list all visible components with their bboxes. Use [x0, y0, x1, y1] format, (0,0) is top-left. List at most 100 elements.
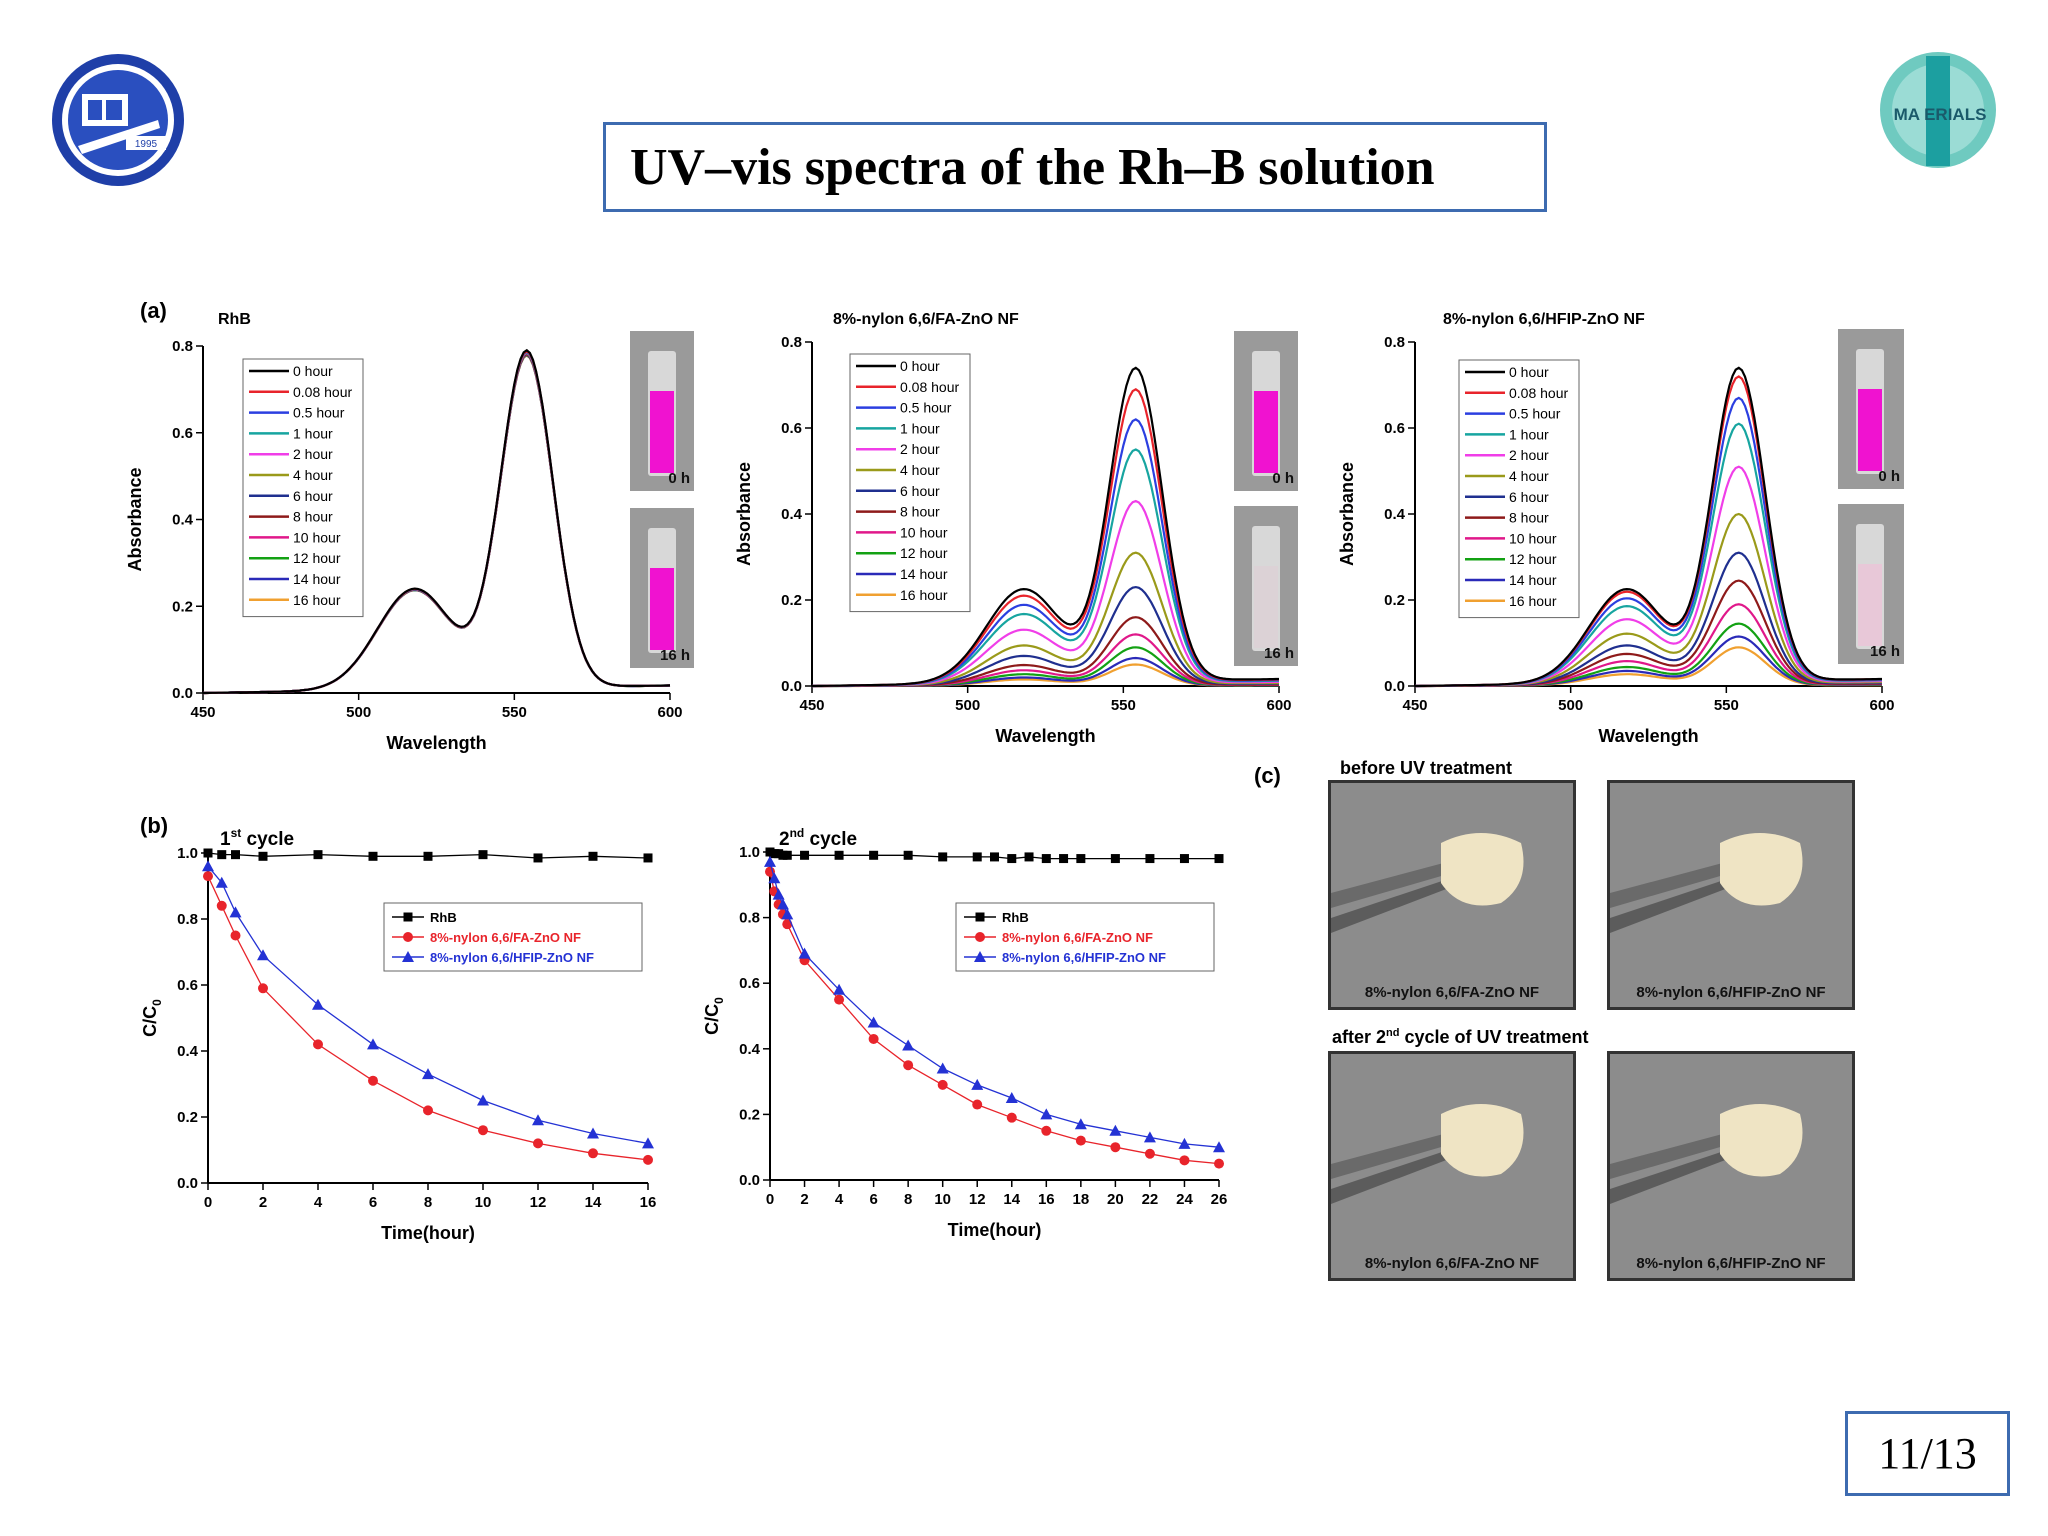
data-point — [230, 930, 241, 941]
data-point — [1041, 854, 1051, 864]
legend-entry: 16 hour — [1509, 593, 1557, 609]
x-axis-label: Wavelength — [1598, 726, 1698, 746]
y-tick-label: 0.4 — [1384, 506, 1406, 523]
legend-box — [242, 358, 364, 618]
vial-label: 16 h — [1869, 643, 1900, 660]
data-point — [990, 852, 999, 862]
membrane-photo-hfip-after: 8%-nylon 6,6/HFIP-ZnO NF — [1607, 1051, 1855, 1281]
legend-entry: 0.08 hour — [1509, 385, 1568, 401]
legend-entry: 4 hour — [900, 462, 940, 478]
x-tick-label: 600 — [1266, 697, 1291, 714]
x-tick-label: 20 — [1107, 1191, 1124, 1208]
y-axis-label: Absorbance — [734, 462, 754, 566]
data-point — [533, 853, 543, 863]
data-point — [312, 998, 324, 1010]
data-point — [313, 850, 323, 860]
data-point — [1007, 854, 1017, 864]
legend-entry: 0.08 hour — [293, 384, 352, 400]
x-axis-label: Time(hour) — [381, 1223, 475, 1243]
data-point — [781, 908, 794, 920]
data-point — [643, 853, 653, 863]
data-point — [1178, 1137, 1191, 1149]
data-point — [782, 919, 793, 930]
legend-entry: 12 hour — [293, 550, 341, 566]
y-tick-label: 0.6 — [781, 420, 802, 437]
data-point — [798, 947, 811, 959]
legend-box — [955, 902, 1215, 972]
y-tick-label: 0.6 — [172, 425, 193, 442]
vial-liquid — [650, 568, 674, 650]
legend-entry: 8 hour — [1509, 510, 1549, 526]
x-tick-label: 24 — [1176, 1191, 1193, 1208]
photo-drawing — [1610, 1104, 1803, 1204]
x-tick-label: 500 — [1558, 697, 1583, 714]
x-tick-label: 550 — [1111, 697, 1136, 714]
spectrum-line — [1415, 366, 1882, 688]
legend-entry: 8%-nylon 6,6/FA-ZnO NF — [1002, 930, 1153, 945]
x-tick-label: 450 — [190, 704, 215, 721]
data-point — [1110, 854, 1120, 864]
materials-logo: MA ERIALS — [1880, 52, 1996, 168]
legend-entry: RhB — [430, 910, 457, 925]
data-point — [1109, 1124, 1122, 1136]
photo-label: 8%-nylon 6,6/FA-ZnO NF — [1364, 1255, 1540, 1272]
data-point — [764, 855, 776, 867]
x-tick-label: 4 — [314, 1194, 323, 1211]
vial-liquid — [1858, 564, 1882, 646]
x-tick-label: 14 — [1003, 1191, 1020, 1208]
y-tick-label: 0.0 — [781, 678, 802, 695]
data-point — [782, 850, 792, 860]
x-tick-label: 600 — [1869, 697, 1894, 714]
data-point — [203, 871, 213, 882]
legend-entry: 10 hour — [1509, 530, 1557, 546]
data-point — [477, 1094, 489, 1106]
x-tick-label: 6 — [869, 1191, 877, 1208]
data-point — [768, 872, 781, 884]
photo-drawing — [1610, 833, 1803, 933]
data-point — [588, 851, 598, 861]
data-point — [971, 1078, 984, 1090]
y-tick-label: 0.8 — [781, 334, 802, 351]
vial-liquid — [1254, 391, 1278, 473]
chart-title: 2nd cycle — [779, 826, 857, 850]
vial-label: 0 h — [668, 470, 690, 487]
y-tick-label: 0.2 — [1384, 592, 1405, 609]
vial-liquid — [1858, 389, 1882, 471]
data-point — [903, 850, 913, 860]
data-point — [1006, 1112, 1017, 1123]
data-point — [403, 912, 413, 922]
data-point — [402, 951, 414, 962]
vial-label: 0 h — [1878, 468, 1900, 485]
data-point — [868, 1033, 879, 1044]
slide-title: UV–vis spectra of the Rh–B solution — [630, 138, 1435, 196]
data-point — [1074, 1118, 1087, 1130]
y-tick-label: 0.8 — [177, 911, 198, 928]
legend-box — [383, 902, 643, 972]
data-point — [834, 994, 845, 1005]
panel-letter-a: (a) — [140, 298, 167, 323]
legend-entry: 0.08 hour — [900, 379, 959, 395]
chart-title: 8%-nylon 6,6/HFIP-ZnO NF — [1443, 311, 1645, 328]
data-point — [203, 848, 213, 858]
legend-entry: 0.5 hour — [1509, 406, 1561, 422]
legend-entry: 1 hour — [1509, 426, 1549, 442]
x-tick-label: 2 — [259, 1194, 267, 1211]
legend-entry: 14 hour — [293, 571, 341, 587]
data-point — [1041, 1125, 1052, 1136]
data-point — [533, 1138, 543, 1149]
data-point — [368, 851, 378, 861]
x-tick-label: 0 — [766, 1191, 774, 1208]
page-number: 11/13 — [1878, 1429, 1977, 1478]
y-tick-label: 0.4 — [172, 512, 194, 529]
membrane-photo-fa-after: 8%-nylon 6,6/FA-ZnO NF — [1328, 1051, 1576, 1281]
x-tick-label: 22 — [1142, 1191, 1159, 1208]
x-tick-label: 8 — [904, 1191, 912, 1208]
spectrum-line — [812, 366, 1279, 688]
legend-entry: 14 hour — [1509, 572, 1557, 588]
y-tick-label: 0.8 — [172, 338, 193, 355]
legend-entry: 12 hour — [900, 545, 948, 561]
data-point — [588, 1148, 598, 1159]
photo-label: 8%-nylon 6,6/HFIP-ZnO NF — [1636, 1255, 1826, 1272]
data-point — [1059, 854, 1069, 864]
data-point — [903, 1060, 914, 1071]
